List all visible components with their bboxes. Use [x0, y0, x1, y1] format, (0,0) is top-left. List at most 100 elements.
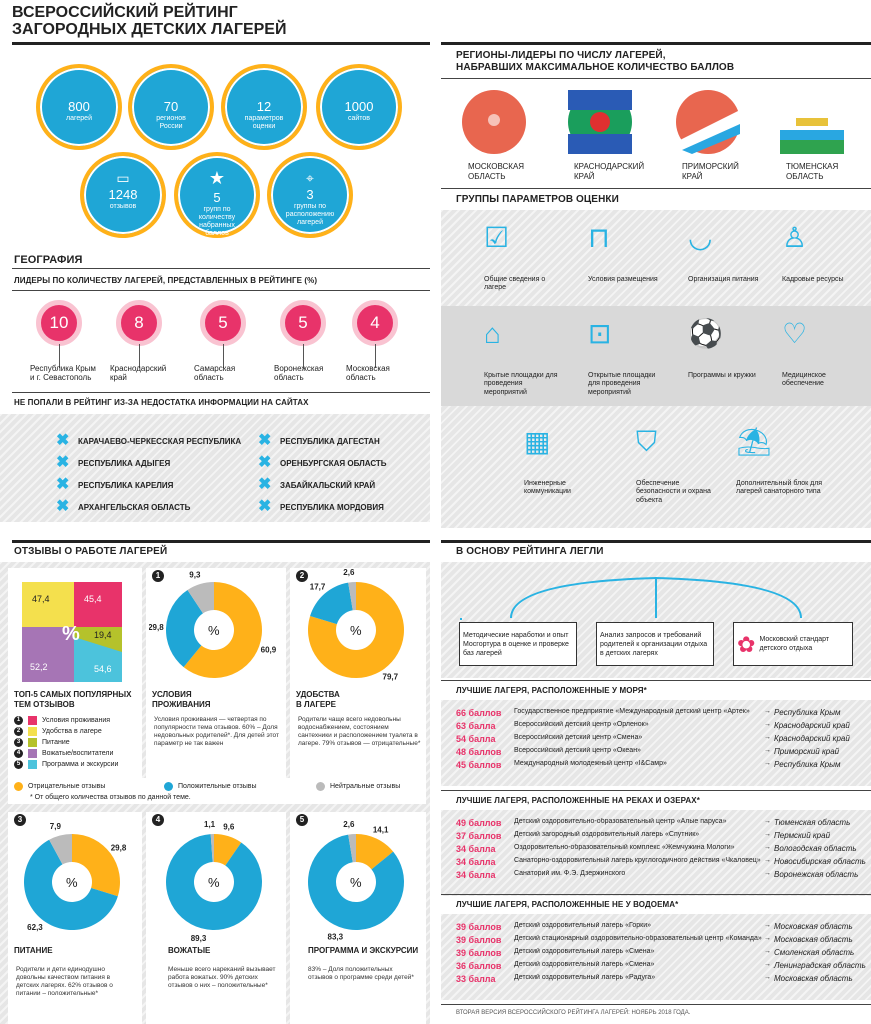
- geo-value: 4: [370, 313, 380, 332]
- label-pos: 83,3: [327, 932, 343, 941]
- nowater-panel: [441, 914, 871, 1000]
- cross-icon: ✖: [56, 498, 70, 515]
- slice-neu: [49, 834, 72, 865]
- pie-text: Меньше всего нареканий вызывает работа в…: [168, 966, 276, 989]
- label-neu: 7,9: [50, 822, 62, 831]
- slice-neg: [183, 582, 262, 678]
- divider: [441, 42, 871, 45]
- arrow-icon: →: [764, 922, 771, 929]
- divider: [441, 680, 871, 681]
- stat-circle: 800 лагерей: [36, 64, 122, 150]
- stat-number: 5: [213, 189, 221, 205]
- number-badge: 3: [14, 814, 26, 826]
- basis-card: Анализ запросов и требований родителей к…: [596, 622, 714, 666]
- donut-chart: 9,6 89,3 1,1%: [166, 820, 262, 943]
- label-neu: 9,3: [189, 570, 201, 579]
- param-label: Общие сведения о лагере: [484, 276, 546, 292]
- params-title: ГРУППЫ ПАРАМЕТРОВ ОЦЕНКИ: [456, 194, 619, 205]
- slice-neg: [72, 834, 120, 897]
- number-badge: 2: [296, 570, 308, 582]
- top5-legend-swatch: [28, 749, 37, 758]
- pie-title: УДОБСТВА В ЛАГЕРЕ: [296, 690, 340, 710]
- legend-neu-label: Нейтральные отзывы: [330, 783, 401, 790]
- legend-pos-label: Положительные отзывы: [178, 783, 257, 790]
- region-line: КРАЙ: [682, 171, 703, 181]
- ranking-row: 54 балла Всероссийский детский центр «Сме…: [456, 734, 850, 744]
- divider: [441, 790, 871, 791]
- ranking-region: Приморский край: [774, 747, 840, 756]
- ranking-row: 39 баллов Детский оздоровительный лагерь …: [456, 948, 854, 958]
- pie-title-1: УСЛОВИЯ: [152, 690, 192, 699]
- excluded-item: ✖ РЕСПУБЛИКА АДЫГЕЯ: [56, 455, 170, 471]
- ranking-score: 48 баллов: [456, 747, 502, 757]
- pie-title-2: В ЛАГЕРЕ: [296, 700, 336, 709]
- region-name: МОСКОВСКАЯ ОБЛАСТЬ: [468, 162, 524, 181]
- param-label: Организация питания: [688, 276, 759, 283]
- slice-neg: [214, 834, 242, 866]
- top5-value-2: 45,4: [84, 594, 102, 604]
- beach-icon: ⛱: [736, 426, 772, 457]
- chat-icon: ▭: [116, 170, 130, 186]
- basis-arc: [460, 576, 802, 620]
- percent-sign: %: [350, 623, 362, 638]
- ranking-name: Всероссийский детский центр «Орленок»: [514, 721, 649, 728]
- house-icon: ⌂: [484, 318, 501, 349]
- number-badge: 4: [14, 749, 23, 758]
- ranking-name: Детский стационарный оздоровительно-обра…: [514, 935, 762, 942]
- ranking-name: Детский загородный оздоровительный лагер…: [514, 831, 700, 838]
- excluded-name: РЕСПУБЛИКА ДАГЕСТАН: [280, 436, 380, 446]
- ranking-name: Детский оздоровительный лагерь «Смена»: [514, 948, 655, 955]
- divider: [12, 268, 430, 269]
- ranking-region: Республика Крым: [774, 708, 841, 717]
- excluded-name: ОРЕНБУРГСКАЯ ОБЛАСТЬ: [280, 458, 387, 468]
- label-neg: 14,1: [373, 826, 389, 835]
- excluded-item: ✖ ЗАБАЙКАЛЬСКИЙ КРАЙ: [258, 477, 375, 493]
- legend-row-bg: [8, 778, 426, 804]
- ranking-row: 66 баллов Государственное предприятие «Ме…: [456, 708, 840, 718]
- stat-number: 800: [68, 99, 90, 114]
- legend-neu: Нейтральные отзывы: [316, 782, 400, 791]
- football-icon: ⚽: [688, 318, 723, 349]
- percent-sign: %: [62, 623, 80, 645]
- page-title: ВСЕРОССИЙСКИЙ РЕЙТИНГ ЗАГОРОДНЫХ ДЕТСКИХ…: [12, 4, 286, 38]
- excluded-item: ✖ АРХАНГЕЛЬСКАЯ ОБЛАСТЬ: [56, 498, 191, 515]
- param-label: Медицинское обеспечение: [782, 372, 826, 388]
- ranking-region: Московская область: [774, 935, 853, 944]
- cross-icon: ✖: [56, 476, 70, 493]
- ranking-row: 34 балла Санаторий им. Ф.Э. Дзержинского →…: [456, 870, 858, 880]
- ranking-region: Смоленская область: [774, 948, 855, 957]
- arrow-icon: →: [764, 844, 771, 851]
- geo-pin: 4: [352, 300, 398, 346]
- pie-title-1: ВОЖАТЫЕ: [168, 946, 211, 955]
- ranking-score: 66 баллов: [456, 708, 502, 718]
- number-badge: 4: [152, 814, 164, 826]
- divider: [441, 1004, 871, 1005]
- slice-neg: [356, 834, 394, 870]
- geo-pin: 5: [200, 300, 246, 346]
- stat-number: 1248: [108, 187, 138, 203]
- label-pos: 62,3: [27, 923, 43, 932]
- ranking-name: Оздоровительно-образовательный комплекс …: [514, 844, 735, 851]
- label-neu: 1,1: [204, 820, 216, 829]
- label-neg: 60,9: [261, 645, 277, 654]
- top5-value-4: 54,6: [94, 664, 112, 674]
- basis-card: Методические наработки и опыт Мосгортура…: [459, 622, 577, 666]
- regions-title-2: НАБРАВШИХ МАКСИМАЛЬНОЕ КОЛИЧЕСТВО БАЛЛОВ: [456, 62, 735, 73]
- arrow-icon: →: [764, 818, 771, 825]
- percent-sign: %: [66, 875, 78, 890]
- top5-legend-label: Вожатые/воспитатели: [42, 750, 114, 757]
- excluded-name: АРХАНГЕЛЬСКАЯ ОБЛАСТЬ: [78, 502, 191, 512]
- donut-chart: 79,7 17,7 2,6%: [308, 568, 404, 682]
- ranking-score: 34 балла: [456, 870, 496, 880]
- heart-icon: ♡: [782, 318, 808, 349]
- geo-stem: [223, 344, 224, 368]
- arrow-icon: →: [764, 857, 771, 864]
- ranking-score: 33 балла: [456, 974, 496, 984]
- geo-stem: [59, 344, 60, 368]
- checklist-icon: ☑: [484, 222, 510, 253]
- region-name: ПРИМОРСКИЙ КРАЙ: [682, 162, 739, 181]
- ranking-score: 39 баллов: [456, 948, 502, 958]
- divider: [12, 42, 430, 45]
- geo-pin: 5: [280, 300, 326, 346]
- label-pos: 29,8: [149, 623, 164, 632]
